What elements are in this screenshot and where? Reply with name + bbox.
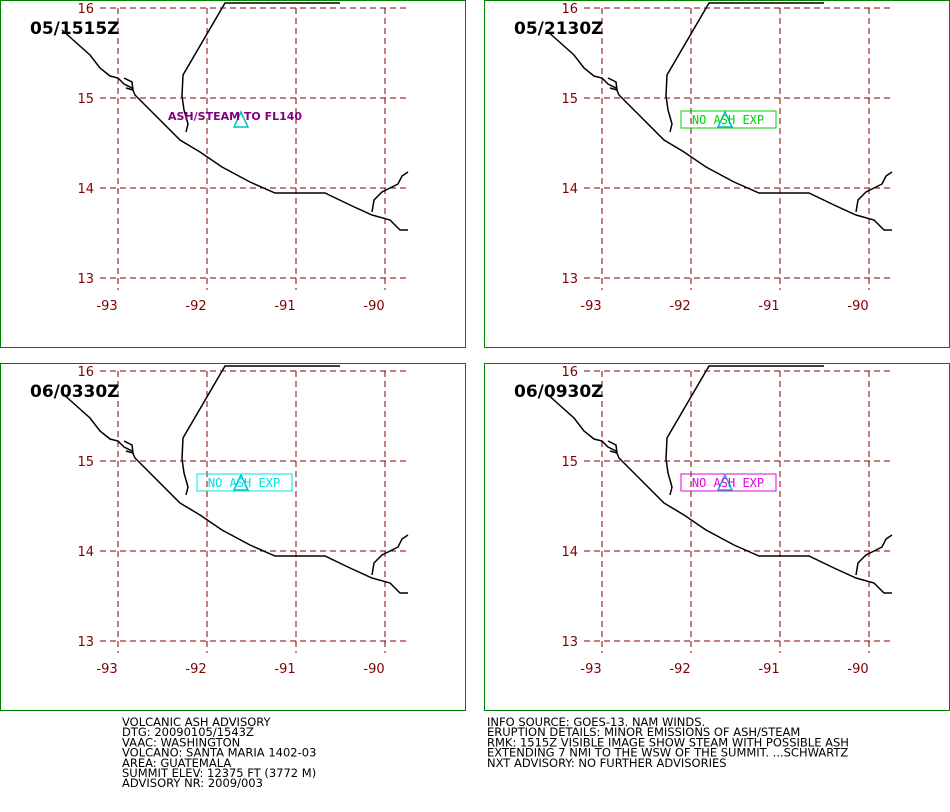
- coastline: [61, 29, 408, 231]
- lat-label: 15: [561, 455, 578, 470]
- coastline: [607, 77, 618, 92]
- lat-label: 13: [561, 272, 578, 287]
- volcano-symbol: [232, 473, 250, 491]
- lon-label: -90: [363, 299, 384, 314]
- lat-label: 14: [561, 545, 578, 560]
- lat-label: 16: [77, 365, 94, 380]
- lat-label: 15: [77, 92, 94, 107]
- lat-label: 15: [77, 455, 94, 470]
- panel-time: 05/1515Z: [30, 19, 120, 39]
- lon-label: -90: [847, 299, 868, 314]
- coastline: [371, 171, 409, 213]
- ash-label: NO ASH EXP: [692, 113, 764, 127]
- coastline: [545, 29, 892, 231]
- advisory-line: SUMMIT ELEV: 12375 FT (3772 M): [122, 766, 316, 780]
- map-panel: -93 -92 -91 -90 16 15 14 13 05/1515Z ASH/STEAM TO…: [0, 0, 466, 348]
- map-panel: -93 -92 -91 -90 16 15 14 13 06/0330Z NO ASH EXP: [0, 363, 466, 711]
- ash-label: NO ASH EXP: [692, 476, 764, 490]
- coastline: [123, 440, 134, 455]
- ash-label: ASH/STEAM TO FL140: [168, 110, 302, 123]
- lon-label: -93: [580, 662, 601, 677]
- lon-label: -91: [274, 299, 295, 314]
- coastline: [607, 440, 618, 455]
- coastline: [181, 365, 340, 496]
- advisory-line: VOLCANIC ASH ADVISORY: [122, 715, 272, 729]
- lon-label: -91: [274, 662, 295, 677]
- panel-frame: [484, 0, 950, 348]
- label-box: [196, 473, 293, 492]
- lat-label: 14: [561, 182, 578, 197]
- coastline: [181, 2, 340, 133]
- lon-label: -90: [847, 662, 868, 677]
- lon-label: -91: [758, 662, 779, 677]
- lon-label: -93: [580, 299, 601, 314]
- lon-label: -92: [185, 662, 206, 677]
- map-panel: -93 -92 -91 -90 16 15 14 13 05/2130Z NO ASH EXP: [484, 0, 950, 348]
- map-panel: -93 -92 -91 -90 16 15 14 13 06/0930Z NO ASH EXP: [484, 363, 950, 711]
- lon-label: -92: [669, 662, 690, 677]
- volcano-symbol: [716, 110, 734, 128]
- lon-label: -92: [669, 299, 690, 314]
- volcano-symbol: [232, 110, 250, 128]
- coastline: [665, 2, 824, 133]
- lon-label: -93: [96, 299, 117, 314]
- lat-label: 15: [561, 92, 578, 107]
- coastline: [855, 534, 893, 576]
- advisory-line: INFO SOURCE: GOES-13. NAM WINDS.: [487, 715, 705, 729]
- advisory-line: VOLCANO: SANTA MARIA 1402-03: [122, 746, 316, 760]
- panel-frame: [484, 363, 950, 711]
- lat-label: 14: [77, 182, 94, 197]
- label-box: [680, 473, 777, 492]
- ash-label: NO ASH EXP: [208, 476, 280, 490]
- lat-label: 16: [77, 2, 94, 17]
- panel-time: 06/0330Z: [30, 382, 120, 402]
- lon-label: -92: [185, 299, 206, 314]
- advisory-line: AREA: GUATEMALA: [122, 756, 231, 770]
- advisory-line: DTG: 20090105/1543Z: [122, 725, 254, 739]
- coastline: [371, 534, 409, 576]
- advisory-line: RMK: 1515Z VISIBLE IMAGE SHOW STEAM WITH…: [487, 735, 849, 749]
- lat-label: 13: [77, 272, 94, 287]
- advisory-line: ADVISORY NR: 2009/003: [122, 776, 263, 790]
- coastline: [665, 365, 824, 496]
- lon-label: -91: [758, 299, 779, 314]
- advisory-line: EXTENDING 7 NMI TO THE WSW OF THE SUMMIT…: [487, 746, 848, 760]
- panel-time: 06/0930Z: [514, 382, 604, 402]
- coastline: [123, 77, 134, 92]
- volcano-symbol: [716, 473, 734, 491]
- advisory-line: ERUPTION DETAILS: MINOR EMISSIONS OF ASH…: [487, 725, 800, 739]
- lat-label: 14: [77, 545, 94, 560]
- panel-frame: [0, 363, 466, 711]
- advisory-line: VAAC: WASHINGTON: [122, 735, 240, 749]
- lat-label: 13: [77, 635, 94, 650]
- lat-label: 16: [561, 365, 578, 380]
- advisory-line: NXT ADVISORY: NO FURTHER ADVISORIES: [487, 756, 727, 770]
- coastline: [545, 392, 892, 594]
- panel-frame: [0, 0, 466, 348]
- lon-label: -93: [96, 662, 117, 677]
- lon-label: -90: [363, 662, 384, 677]
- coastline: [855, 171, 893, 213]
- lat-label: 13: [561, 635, 578, 650]
- coastline: [61, 392, 408, 594]
- label-box: [680, 110, 777, 129]
- lat-label: 16: [561, 2, 578, 17]
- panel-time: 05/2130Z: [514, 19, 604, 39]
